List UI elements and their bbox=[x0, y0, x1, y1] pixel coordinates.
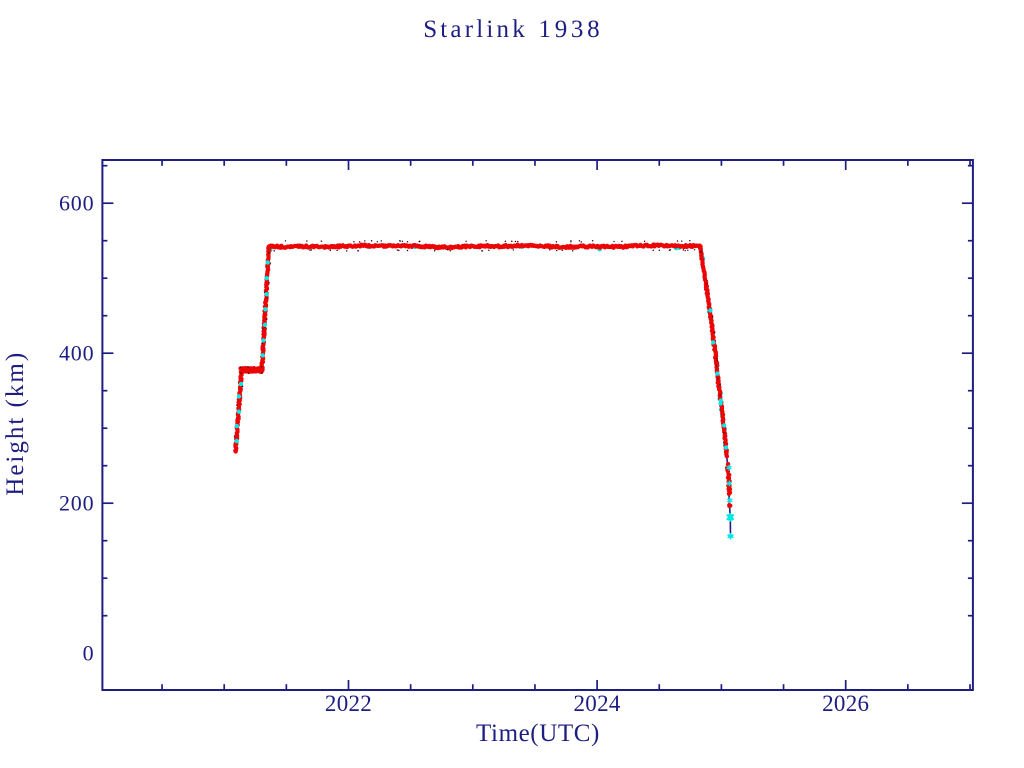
svg-text:200: 200 bbox=[59, 491, 94, 516]
svg-text:600: 600 bbox=[59, 191, 94, 216]
svg-text:Height (km): Height (km) bbox=[2, 351, 29, 496]
svg-text:0: 0 bbox=[83, 641, 95, 666]
svg-text:Starlink: Starlink bbox=[423, 16, 528, 43]
svg-text:2024: 2024 bbox=[573, 691, 620, 716]
svg-text:400: 400 bbox=[59, 341, 94, 366]
svg-text:1938: 1938 bbox=[539, 16, 604, 43]
svg-text:2022: 2022 bbox=[325, 691, 372, 716]
svg-text:2026: 2026 bbox=[822, 691, 869, 716]
svg-text:Time(UTC): Time(UTC) bbox=[476, 720, 600, 747]
